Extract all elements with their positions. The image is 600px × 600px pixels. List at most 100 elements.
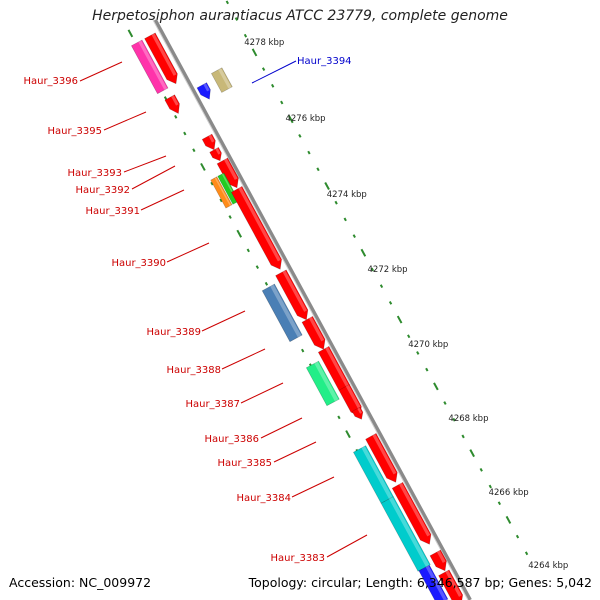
genome-stats-text: Topology: circular; Length: 6,346,587 bp… <box>248 575 592 590</box>
tick-mark <box>452 417 456 422</box>
leader-line <box>326 534 368 558</box>
tick-mark <box>370 267 375 272</box>
gene-label-text[interactable]: Haur_3388 <box>166 365 221 376</box>
gene-label-haur-3388[interactable]: Haur_3388 <box>166 348 266 376</box>
tick-mark <box>301 348 305 353</box>
gene-feature[interactable] <box>144 32 178 85</box>
tick-mark <box>316 167 320 172</box>
gene-label-haur-3385[interactable]: Haur_3385 <box>217 441 317 469</box>
tick-mark <box>288 115 294 124</box>
gene-label-haur-3395[interactable]: Haur_3395 <box>47 111 147 137</box>
gene-body <box>261 283 303 343</box>
gene-label-text[interactable]: Haur_3387 <box>185 399 240 410</box>
gene-feature[interactable] <box>209 146 222 162</box>
gene-label-haur-3387[interactable]: Haur_3387 <box>185 382 284 410</box>
gene-feature[interactable] <box>196 82 211 100</box>
tick-mark <box>228 215 232 219</box>
tick-mark <box>225 0 229 5</box>
gene-highlight <box>203 83 210 92</box>
gene-label-text[interactable]: Haur_3384 <box>236 493 291 504</box>
gene-label-haur-3386[interactable]: Haur_3386 <box>204 417 303 445</box>
gene-label-text[interactable]: Haur_3394 <box>297 56 352 67</box>
gene-label-haur-3383[interactable]: Haur_3383 <box>270 534 368 564</box>
tick-mark <box>388 300 393 305</box>
gene-label-text[interactable]: Haur_3386 <box>204 434 259 445</box>
gene-body <box>418 564 449 600</box>
gene-feature[interactable] <box>380 496 431 572</box>
scale-label: 4270 kbp <box>408 340 448 350</box>
scale-label: 4274 kbp <box>327 190 367 200</box>
gene-feature[interactable] <box>391 481 432 545</box>
gene-label-haur-3384[interactable]: Haur_3384 <box>236 476 335 504</box>
map-title: Herpetosiphon aurantiacus ATCC 23779, co… <box>92 8 508 24</box>
gene-feature[interactable] <box>261 283 303 343</box>
gene-label-text[interactable]: Haur_3393 <box>67 168 122 179</box>
gene-feature[interactable] <box>210 67 233 93</box>
gene-label-haur-3396[interactable]: Haur_3396 <box>23 61 123 87</box>
gene-feature[interactable] <box>438 569 464 600</box>
gene-label-haur-3394[interactable]: Haur_3394 <box>251 56 352 84</box>
ticks-outer-track <box>225 0 529 556</box>
gene-feature[interactable] <box>418 564 449 600</box>
gene-body <box>201 133 216 151</box>
gene-label-haur-3391[interactable]: Haur_3391 <box>85 189 185 217</box>
gene-label-text[interactable]: Haur_3389 <box>146 327 201 338</box>
gene-label-haur-3392[interactable]: Haur_3392 <box>75 165 176 196</box>
gene-highlight <box>399 482 431 537</box>
tick-mark <box>443 401 447 405</box>
tick-mark <box>334 200 338 205</box>
tick-mark <box>298 134 302 138</box>
gene-label-text[interactable]: Haur_3383 <box>270 553 325 564</box>
gene-feature[interactable] <box>216 157 239 189</box>
gene-feature[interactable] <box>275 269 309 321</box>
tick-mark <box>497 501 502 506</box>
gene-label-text[interactable]: Haur_3391 <box>85 206 140 217</box>
gene-highlight <box>314 361 339 402</box>
gene-highlight <box>282 270 307 312</box>
gene-feature[interactable] <box>164 94 180 114</box>
gene-feature[interactable] <box>201 133 216 151</box>
gene-feature[interactable] <box>429 549 447 572</box>
gene-highlight <box>215 147 221 155</box>
scale-label: 4272 kbp <box>368 265 408 275</box>
gene-highlight <box>208 134 215 143</box>
tick-mark <box>243 33 248 38</box>
tick-mark <box>379 284 384 289</box>
tick-mark <box>255 265 259 269</box>
gene-label-haur-3389[interactable]: Haur_3389 <box>146 310 246 338</box>
tick-mark <box>219 198 223 203</box>
gene-label-text[interactable]: Haur_3395 <box>47 126 102 137</box>
gene-body <box>391 481 432 545</box>
tick-mark <box>479 467 483 472</box>
gene-label-haur-3393[interactable]: Haur_3393 <box>67 155 167 179</box>
gene-feature[interactable] <box>210 176 233 209</box>
tick-mark <box>271 83 275 88</box>
leader-line <box>103 111 147 131</box>
gene-body <box>230 185 282 270</box>
tick-mark <box>234 17 239 21</box>
gene-label-text[interactable]: Haur_3390 <box>111 258 166 269</box>
tick-mark <box>488 484 492 489</box>
gene-feature[interactable] <box>301 315 326 350</box>
scale-label: 4278 kbp <box>244 38 284 48</box>
tick-mark <box>469 449 475 458</box>
gene-feature[interactable] <box>230 185 282 270</box>
gene-body <box>365 432 398 483</box>
tick-mark <box>183 131 187 136</box>
tick-mark <box>461 434 465 439</box>
gene-label-text[interactable]: Haur_3396 <box>23 76 78 87</box>
leader-line <box>166 242 210 263</box>
tick-mark <box>127 29 134 38</box>
leader-line <box>123 155 167 173</box>
gene-label-text[interactable]: Haur_3392 <box>75 185 130 196</box>
leader-line <box>79 61 123 82</box>
gene-feature[interactable] <box>130 39 169 95</box>
leader-line <box>140 189 185 211</box>
gene-feature[interactable] <box>305 360 340 407</box>
gene-label-text[interactable]: Haur_3385 <box>217 458 272 469</box>
gene-feature[interactable] <box>365 432 398 483</box>
tick-mark <box>251 48 258 57</box>
gene-feature[interactable] <box>351 406 364 420</box>
gene-body <box>210 67 233 93</box>
gene-label-haur-3390[interactable]: Haur_3390 <box>111 242 210 269</box>
